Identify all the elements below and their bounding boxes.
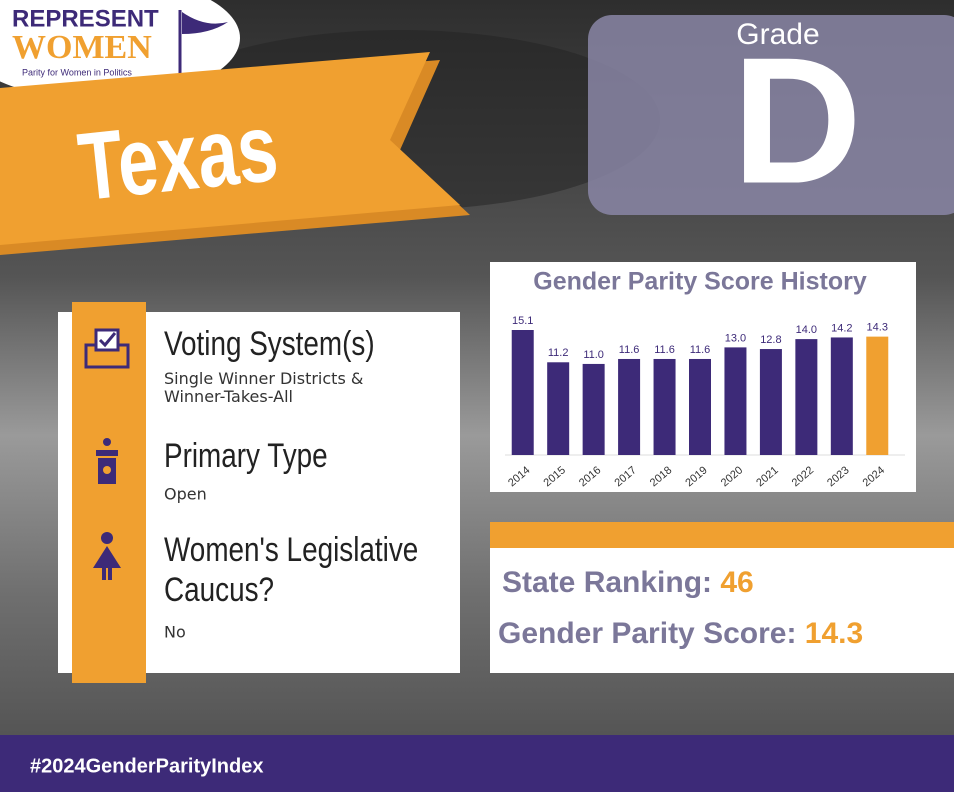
chart-title: Gender Parity Score History bbox=[533, 268, 867, 296]
bar bbox=[653, 358, 676, 455]
hashtag: #2024GenderParityIndex bbox=[30, 755, 263, 777]
bar bbox=[582, 363, 605, 455]
bar bbox=[759, 349, 782, 455]
data-label: 11.6 bbox=[690, 344, 711, 356]
footer bbox=[0, 735, 954, 792]
data-label: 11.2 bbox=[548, 347, 569, 359]
woman-icon bbox=[93, 532, 121, 580]
bar bbox=[618, 358, 641, 455]
grade-panel bbox=[588, 15, 954, 215]
info-text: Open bbox=[164, 485, 207, 504]
data-label: 12.8 bbox=[760, 334, 781, 346]
info-text: No bbox=[164, 623, 186, 642]
ballot-icon bbox=[84, 328, 130, 369]
logo-text: REPRESENT bbox=[12, 5, 159, 32]
data-label: 11.6 bbox=[619, 344, 640, 356]
grade-value: D bbox=[732, 21, 862, 222]
info-text: Single Winner Districts & Winner-Takes-A… bbox=[164, 370, 364, 406]
data-label: 11.0 bbox=[583, 349, 604, 361]
data-label: 13.0 bbox=[725, 332, 746, 344]
data-label: 14.2 bbox=[831, 322, 852, 334]
score-label: Gender Parity Score: bbox=[498, 617, 796, 650]
ranking-value: 46 bbox=[720, 566, 753, 599]
score-value: 14.3 bbox=[805, 617, 863, 650]
logo-text: WOMEN bbox=[12, 29, 152, 66]
ranking-text: State Ranking: 46 bbox=[502, 566, 754, 599]
info-title: Primary Type bbox=[164, 436, 328, 474]
info-title: Voting System(s) bbox=[164, 324, 375, 362]
bar bbox=[830, 337, 853, 455]
bar bbox=[511, 330, 534, 455]
bar bbox=[866, 336, 889, 455]
data-label: 15.1 bbox=[512, 315, 533, 327]
info-text-box: Single Winner Districts & Winner-Takes-A… bbox=[164, 370, 364, 406]
state-name: Texas bbox=[74, 93, 283, 221]
info-title-box: Women's Legislative Caucus? bbox=[164, 531, 419, 609]
ranking-label: State Ranking: bbox=[502, 566, 712, 599]
logo-tagline: Parity for Women in Politics bbox=[22, 67, 132, 77]
data-label: 11.6 bbox=[654, 344, 675, 356]
bar bbox=[689, 358, 711, 455]
bar bbox=[547, 362, 570, 455]
bar bbox=[724, 347, 747, 455]
banner bbox=[0, 52, 460, 245]
info-title: Women's Legislative Caucus? bbox=[164, 531, 419, 609]
info-stripe bbox=[72, 302, 146, 683]
data-label: 14.0 bbox=[796, 324, 817, 336]
logo-flag bbox=[182, 12, 228, 34]
ranking-stripe bbox=[490, 522, 954, 548]
ranking-panel bbox=[490, 548, 954, 673]
podium-icon bbox=[96, 438, 118, 484]
bar bbox=[795, 339, 818, 455]
grade-label: Grade bbox=[736, 18, 819, 51]
data-label: 14.3 bbox=[867, 322, 888, 334]
score-text: Gender Parity Score: 14.3 bbox=[498, 617, 863, 650]
